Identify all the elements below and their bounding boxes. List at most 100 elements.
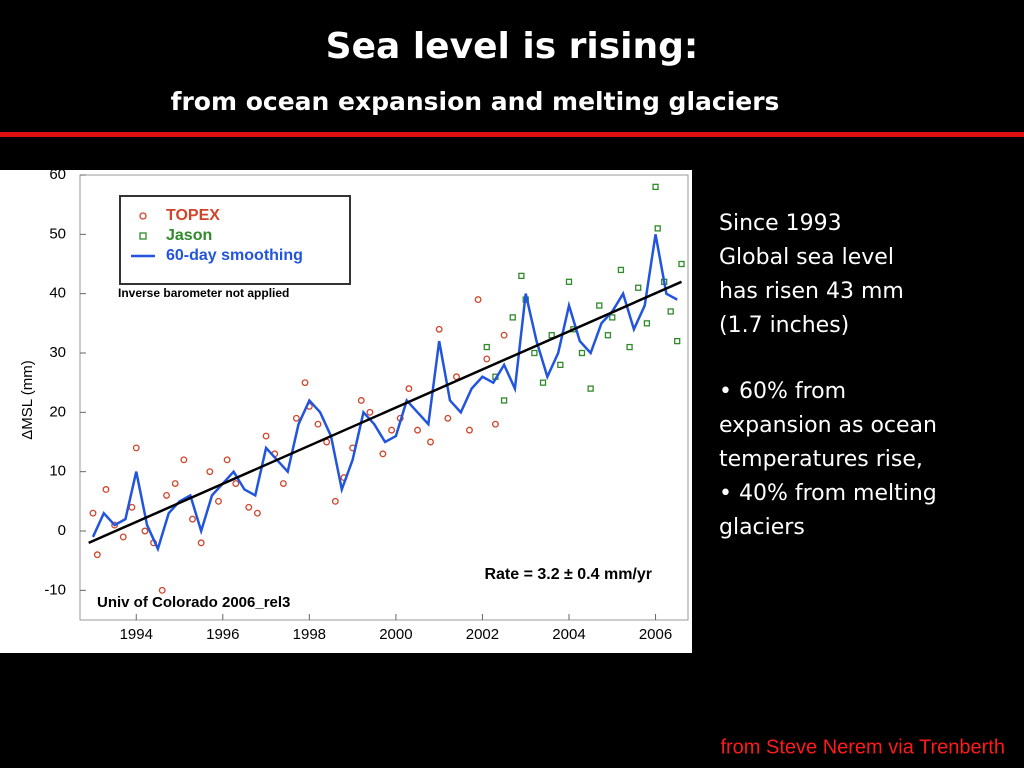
topex-point [253,509,261,517]
topex-point [427,438,434,446]
note-line: has risen 43 mm [719,279,904,304]
x-tick-label: 2000 [379,626,412,643]
topex-point [189,515,196,523]
x-tick-label: 1996 [206,626,239,643]
y-tick-label: 10 [49,463,66,480]
topex-point [102,486,110,493]
topex-point [158,586,166,594]
topex-point [279,480,287,487]
jason-point [604,332,612,339]
topex-point [301,379,309,387]
topex-point [163,491,170,499]
topex-point [435,325,443,333]
jason-point [596,302,603,309]
jason-point [557,361,564,369]
y-tick-label: 40 [49,285,66,302]
jason-point [539,379,547,386]
legend-marker [139,212,147,220]
jason-point [674,337,681,345]
topex-point [331,497,339,505]
topex-point [132,444,140,452]
topex-point [232,480,240,487]
plot-frame [79,174,689,621]
jason-point [518,272,525,280]
topex-point [197,539,205,547]
legend-marker [139,232,147,240]
topex-point [111,521,119,529]
legend-label: TOPEX [166,207,220,224]
topex-point [206,468,214,476]
legend-label: Jason [166,227,212,244]
note-line: Since 1993 [719,211,842,236]
topex-point [314,420,322,428]
topex-point [292,414,300,422]
credit: from Steve Nerem via Trenberth [720,736,1005,758]
note-line: • 40% from melting [719,481,937,506]
topex-point [491,420,499,428]
jason-point [652,183,659,191]
y-tick-label: 60 [49,166,66,183]
y-tick-label: 50 [49,225,66,242]
topex-point [405,385,413,393]
note-line: temperatures rise, [719,447,923,472]
topex-point [483,355,491,363]
title: Sea level is rising: [326,26,699,67]
jason-point [643,320,651,327]
topex-point [500,331,508,339]
jason-point [617,266,625,274]
divider [0,132,1024,137]
topex-point [119,533,127,541]
legend [119,195,351,285]
jason-point [609,314,616,321]
jason-point [500,397,508,404]
topex-point [141,527,149,535]
annotation: Rate = 3.2 ± 0.4 mm/yr [484,566,652,583]
note-line: Global sea level [719,245,894,270]
jason-point [565,278,573,285]
smoothing-line [91,234,678,553]
y-tick-label: 0 [58,522,66,539]
topex-point [444,414,452,422]
topex-point [466,426,473,434]
jason-point [509,314,516,321]
annotation: Inverse barometer not applied [118,286,289,300]
topex-point [93,551,101,559]
topex-point [245,503,253,511]
note-line: • 60% from [719,379,846,404]
topex-point [366,408,374,416]
x-tick-label: 2004 [552,626,585,643]
topex-point [388,426,396,434]
y-axis-label: ΔMSL (mm) [19,360,36,439]
x-tick-label: 2002 [466,626,499,643]
y-tick-label: 30 [49,344,66,361]
y-tick-label: 20 [49,403,66,420]
topex-point [474,296,482,304]
x-tick-label: 1994 [120,626,153,643]
topex-point [171,480,179,487]
topex-point [357,397,365,404]
topex-point [180,456,188,464]
x-tick-label: 2006 [639,626,672,643]
jason-point [654,225,661,232]
jason-point [578,349,586,357]
topex-point [262,432,270,440]
jason-point [635,284,642,291]
trend-line [88,280,683,545]
y-tick-label: -10 [44,581,66,598]
subtitle: from ocean expansion and melting glacier… [171,87,780,116]
topex-point [379,450,387,458]
jason-point [531,349,538,357]
note-line: expansion as ocean [719,413,937,438]
jason-point [667,308,674,315]
jason-point [626,343,633,351]
jason-point [678,260,685,268]
topex-point [414,426,421,434]
note-line: (1.7 inches) [719,313,849,338]
annotation: Univ of Colorado 2006_rel3 [97,594,290,611]
topex-point [89,509,97,517]
topex-point [223,456,231,464]
jason-point [483,343,490,351]
topex-point [215,497,222,505]
